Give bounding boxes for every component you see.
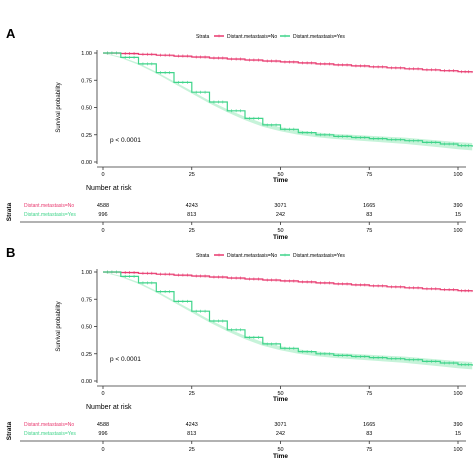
risk-x-tick-label: 100 <box>453 447 462 453</box>
risk-row-label: Distant.metastasis=No <box>24 203 74 209</box>
risk-row-label: Distant.metastasis=No <box>24 422 74 428</box>
y-tick-label: 0.50 <box>81 325 92 331</box>
risk-count: 1665 <box>363 203 375 209</box>
risk-count: 4588 <box>97 203 109 209</box>
risk-x-tick-label: 25 <box>189 228 195 234</box>
risk-row-label: Distant.metastasis=Yes <box>24 431 76 437</box>
legend-title: Strata <box>196 253 210 259</box>
y-tick-label: 0.25 <box>81 352 92 358</box>
x-tick-label: 25 <box>189 172 195 178</box>
risk-x-tick-label: 50 <box>277 228 283 234</box>
risk-count: 242 <box>276 431 285 437</box>
series-line-yes <box>103 271 473 366</box>
risk-x-tick-label: 0 <box>101 228 104 234</box>
risk-x-tick-label: 25 <box>189 447 195 453</box>
risk-count: 4243 <box>186 203 198 209</box>
risk-count: 813 <box>187 212 196 218</box>
x-axis-label: Time <box>273 396 288 403</box>
risk-count: 996 <box>98 212 107 218</box>
legend-swatch-marker: + <box>283 34 287 40</box>
x-tick-label: 50 <box>277 172 283 178</box>
risk-table-title: Number at risk <box>86 404 132 411</box>
y-tick-label: 1.00 <box>81 51 92 57</box>
risk-count: 15 <box>455 212 461 218</box>
risk-x-tick-label: 100 <box>453 228 462 234</box>
risk-x-axis-label: Time <box>273 453 288 460</box>
risk-count: 4588 <box>97 422 109 428</box>
x-tick-label: 25 <box>189 391 195 397</box>
x-tick-label: 100 <box>453 391 462 397</box>
x-tick-label: 75 <box>366 391 372 397</box>
legend-swatch-marker: + <box>217 253 221 259</box>
y-tick-label: 0.25 <box>81 133 92 139</box>
legend-title: Strata <box>196 34 210 40</box>
risk-x-tick-label: 75 <box>366 228 372 234</box>
risk-count: 390 <box>453 203 462 209</box>
risk-x-tick-label: 0 <box>101 447 104 453</box>
y-axis-label: Survival probability <box>56 82 62 132</box>
x-tick-label: 75 <box>366 172 372 178</box>
legend-entry: Distant.metastasis=No <box>227 253 277 259</box>
legend-swatch-marker: + <box>217 34 221 40</box>
risk-count: 1665 <box>363 422 375 428</box>
y-tick-label: 0.00 <box>81 160 92 166</box>
risk-count: 813 <box>187 431 196 437</box>
panel-b: B Strata + Distant.metastasis=No + Distant.me… <box>6 245 473 460</box>
risk-count: 996 <box>98 431 107 437</box>
y-tick-label: 0.75 <box>81 297 92 303</box>
panel-a: A Strata + Distant.metastasis=No + Distant.me… <box>6 26 473 241</box>
x-tick-label: 0 <box>101 391 104 397</box>
ci-band-no <box>103 272 473 293</box>
y-tick-label: 0.50 <box>81 106 92 112</box>
risk-count: 4243 <box>186 422 198 428</box>
legend-entry: Distant.metastasis=Yes <box>293 253 345 259</box>
panel-letter: B <box>6 245 15 260</box>
x-tick-label: 0 <box>101 172 104 178</box>
y-tick-label: 1.00 <box>81 270 92 276</box>
risk-row-label: Distant.metastasis=Yes <box>24 212 76 218</box>
risk-count: 242 <box>276 212 285 218</box>
ci-band-no <box>103 53 473 74</box>
risk-count: 3071 <box>274 203 286 209</box>
series-line-no <box>103 271 473 292</box>
risk-x-tick-label: 50 <box>277 447 283 453</box>
legend-entry: Distant.metastasis=No <box>227 34 277 40</box>
risk-strata-label: Strata <box>6 202 13 221</box>
y-tick-label: 0.75 <box>81 78 92 84</box>
legend-entry: Distant.metastasis=Yes <box>293 34 345 40</box>
series-line-yes <box>103 52 473 147</box>
risk-count: 15 <box>455 431 461 437</box>
p-value: p < 0.0001 <box>110 137 141 144</box>
risk-strata-label: Strata <box>6 421 13 440</box>
series-line-no <box>103 52 473 73</box>
risk-count: 83 <box>366 431 372 437</box>
risk-count: 3071 <box>274 422 286 428</box>
ci-band-yes <box>103 272 473 370</box>
risk-x-tick-label: 75 <box>366 447 372 453</box>
panel-letter: A <box>6 26 16 41</box>
risk-count: 390 <box>453 422 462 428</box>
x-tick-label: 100 <box>453 172 462 178</box>
p-value: p < 0.0001 <box>110 356 141 363</box>
y-axis-label: Survival probability <box>56 301 62 351</box>
x-axis-label: Time <box>273 177 288 184</box>
risk-count: 83 <box>366 212 372 218</box>
risk-x-axis-label: Time <box>273 234 288 241</box>
x-tick-label: 50 <box>277 391 283 397</box>
risk-table-title: Number at risk <box>86 185 132 192</box>
ci-band-yes <box>103 53 473 151</box>
y-tick-label: 0.00 <box>81 379 92 385</box>
legend-swatch-marker: + <box>283 253 287 259</box>
